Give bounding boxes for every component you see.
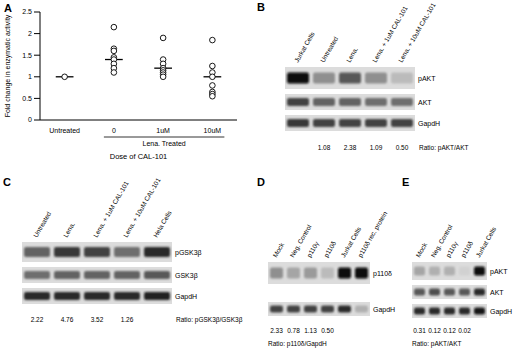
svg-text:Jurkat Cells: Jurkat Cells <box>339 225 363 259</box>
svg-text:0: 0 <box>112 127 116 134</box>
svg-text:Jurkat Cells: Jurkat Cells <box>293 30 316 64</box>
svg-text:p110γ: p110γ <box>444 239 460 259</box>
svg-text:0.12: 0.12 <box>428 327 441 334</box>
svg-text:Untreated: Untreated <box>319 35 340 64</box>
svg-text:GSK3β: GSK3β <box>175 272 198 280</box>
svg-text:2.38: 2.38 <box>344 144 357 151</box>
svg-text:Jurkat Cells: Jurkat Cells <box>474 225 497 259</box>
svg-text:Lena.: Lena. <box>62 221 76 239</box>
svg-text:Mock: Mock <box>271 241 285 259</box>
svg-text:p110γ: p110γ <box>305 239 321 259</box>
svg-text:10uM: 10uM <box>204 127 222 134</box>
svg-text:AKT: AKT <box>490 289 504 296</box>
svg-text:3.52: 3.52 <box>91 316 104 323</box>
svg-text:p110δ rec. protein: p110δ rec. protein <box>356 210 389 259</box>
svg-text:Neg. Control: Neg. Control <box>429 223 454 259</box>
svg-text:C: C <box>3 176 11 188</box>
svg-text:1.09: 1.09 <box>370 144 383 151</box>
svg-text:Ratio: p110δ/GapdH: Ratio: p110δ/GapdH <box>268 340 327 348</box>
svg-text:Untreated: Untreated <box>49 127 80 134</box>
svg-text:1.26: 1.26 <box>121 316 134 323</box>
svg-text:GapdH: GapdH <box>490 308 512 316</box>
svg-text:GapdH: GapdH <box>418 120 440 128</box>
svg-text:0.02: 0.02 <box>458 327 471 334</box>
svg-text:1.13: 1.13 <box>304 327 317 334</box>
svg-text:Mock: Mock <box>414 241 428 259</box>
svg-text:Dose of CAL-101: Dose of CAL-101 <box>110 152 168 161</box>
svg-text:0.78: 0.78 <box>287 327 300 334</box>
svg-text:Ratio: pAKT/AKT: Ratio: pAKT/AKT <box>412 340 462 348</box>
svg-text:1uM: 1uM <box>156 127 170 134</box>
svg-text:AKT: AKT <box>418 99 432 106</box>
svg-text:1: 1 <box>28 73 32 80</box>
svg-text:Neg. Control: Neg. Control <box>288 223 313 259</box>
svg-text:Lena. + 10uM CAL-101: Lena. + 10uM CAL-101 <box>121 176 162 239</box>
svg-text:Lena. + 10uM CAL-101: Lena. + 10uM CAL-101 <box>397 1 437 63</box>
svg-text:pGSK3β: pGSK3β <box>175 249 202 257</box>
svg-text:Untreated: Untreated <box>32 210 53 239</box>
svg-text:0.50: 0.50 <box>396 144 409 151</box>
svg-text:p110δ: p110δ <box>373 270 392 278</box>
svg-text:Ratio: pGSK3β/GSK3β: Ratio: pGSK3β/GSK3β <box>176 316 243 324</box>
svg-text:GapdH: GapdH <box>373 306 395 314</box>
svg-text:0: 0 <box>28 116 32 123</box>
svg-text:1.5: 1.5 <box>22 52 32 59</box>
svg-text:Fold change in enzymatic activ: Fold change in enzymatic activity <box>4 14 12 117</box>
svg-text:E: E <box>402 176 409 188</box>
svg-text:p110δ: p110δ <box>459 239 475 259</box>
svg-text:2.22: 2.22 <box>31 316 44 323</box>
svg-text:0.5: 0.5 <box>22 95 32 102</box>
svg-text:pAKT: pAKT <box>490 268 508 276</box>
svg-text:Lena. + 1uM CAL-101: Lena. + 1uM CAL-101 <box>370 4 409 64</box>
svg-text:2.33: 2.33 <box>270 327 283 334</box>
svg-text:B: B <box>257 1 265 13</box>
svg-text:Lena.: Lena. <box>345 46 359 64</box>
svg-text:0.12: 0.12 <box>443 327 456 334</box>
svg-text:2.5: 2.5 <box>22 8 32 15</box>
svg-text:GapdH: GapdH <box>175 293 197 301</box>
svg-text:D: D <box>257 176 265 188</box>
svg-text:0.50: 0.50 <box>321 327 334 334</box>
svg-text:Ratio: pAKT/AKT: Ratio: pAKT/AKT <box>419 144 469 152</box>
svg-text:2: 2 <box>28 30 32 37</box>
svg-text:0.31: 0.31 <box>413 327 426 334</box>
svg-text:4.76: 4.76 <box>61 316 74 323</box>
svg-text:A: A <box>4 2 12 14</box>
svg-text:Hela Cells: Hela Cells <box>152 209 173 239</box>
svg-text:Lena. Treated: Lena. Treated <box>143 140 186 147</box>
svg-text:pAKT: pAKT <box>418 75 436 83</box>
svg-text:Lena. + 1uM CAL-101: Lena. + 1uM CAL-101 <box>91 179 130 239</box>
svg-text:p110δ: p110δ <box>322 239 338 259</box>
svg-text:1.08: 1.08 <box>318 144 331 151</box>
